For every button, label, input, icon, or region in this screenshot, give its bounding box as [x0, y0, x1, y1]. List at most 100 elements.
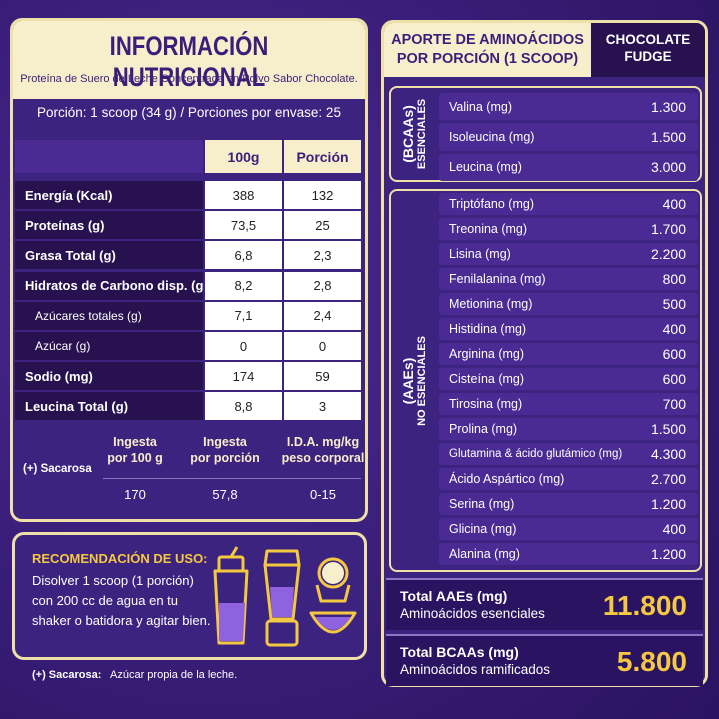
amino-name: Metionina (mg) — [449, 297, 533, 311]
group-name: (AAEs) — [400, 357, 416, 404]
amino-row: Tirosina (mg) 700 — [439, 393, 698, 415]
amino-row: Metionina (mg) 500 — [439, 293, 698, 315]
recommendation-text: Disolver 1 scoop (1 porción) — [32, 573, 194, 588]
recommendation-text: shaker o batidora y agitar bien. — [32, 613, 211, 628]
amino-row: Arginina (mg) 600 — [439, 343, 698, 365]
amino-row: Leucina (mg) 3.000 — [439, 153, 698, 182]
sucrose-header: por 100 g — [107, 451, 163, 465]
amino-name: Serina (mg) — [449, 497, 515, 511]
amino-name: Prolina (mg) — [449, 422, 518, 436]
row-value: 8,2 — [205, 271, 282, 300]
row-value: 132 — [284, 181, 361, 209]
amino-value: 2.200 — [650, 246, 686, 262]
amino-group: (BCAAs) ESENCIALES Valina (mg) 1.300 Isoleuc… — [389, 86, 702, 182]
amino-value: 4.300 — [650, 446, 686, 462]
total-value: 5.800 — [616, 646, 687, 677]
amino-name: Glicina (mg) — [449, 522, 517, 536]
sucrose-value: 0-15 — [309, 487, 337, 502]
row-label: Proteínas (g) — [15, 211, 203, 240]
amino-value: 800 — [662, 271, 686, 287]
flavor: CHOCOLATE — [605, 32, 691, 47]
flavor-box: CHOCOLATE FUDGE — [591, 23, 705, 77]
title: INFORMACIÓN NUTRICIONAL — [109, 31, 269, 92]
row-label: Energía (Kcal) — [15, 181, 203, 209]
sucrose-header: I.D.A. mg/kg — [286, 435, 360, 449]
row-label: Azúcares totales (g) — [15, 301, 203, 330]
amino-row: Serina (mg) 1.200 — [439, 493, 698, 515]
row-value: 73,5 — [205, 211, 282, 240]
amino-value: 3.000 — [650, 159, 686, 176]
row-value: 7,1 — [205, 301, 282, 330]
amino-value: 500 — [662, 296, 686, 312]
amino-value: 400 — [662, 321, 686, 337]
total-label: Total AAEs (mg) — [400, 588, 508, 604]
recommendation-box: RECOMENDACIÓN DE USO: Disolver 1 scoop (1… — [12, 532, 367, 660]
group-label: (BCAAs) ESENCIALES — [400, 99, 428, 169]
sucrose-value: 57,8 — [212, 487, 238, 502]
amino-name: Cisteína (mg) — [449, 372, 525, 386]
footnote-text: Azúcar propia de la leche. — [110, 669, 238, 681]
nutrition-panel: INFORMACIÓN NUTRICIONAL Proteína de Suero… — [10, 18, 368, 522]
amino-value: 1.300 — [650, 98, 686, 115]
sucrose-value: 170 — [124, 487, 146, 502]
row-label: Hidratos de Carbono disp. (g) — [15, 271, 203, 300]
amino-value: 700 — [662, 396, 686, 412]
subtitle: Proteína de Suero de Leche Concentrada e… — [20, 73, 358, 85]
row-value: 2,8 — [284, 271, 361, 300]
row-label: Sodio (mg) — [15, 362, 203, 391]
amino-name: Treonina (mg) — [449, 222, 528, 236]
amino-value: 1.200 — [650, 546, 686, 562]
amino-row: Prolina (mg) 1.500 — [439, 418, 698, 440]
amino-value: 600 — [662, 346, 686, 362]
sucrose-header: Ingesta — [203, 435, 247, 449]
amino-panel: APORTE DE AMINOÁCIDOS POR PORCIÓN (1 SCOO… — [381, 20, 708, 687]
group-label-column: (AAEs) NO ESENCIALES — [391, 191, 437, 570]
sucrose-header: por porción — [190, 451, 260, 465]
row-value: 2,4 — [284, 301, 361, 330]
amino-value: 400 — [662, 196, 686, 212]
amino-row: Ácido Aspártico (mg) 2.700 — [439, 468, 698, 490]
row-value: 3 — [284, 392, 361, 421]
group-label-column: (BCAAs) ESENCIALES — [391, 88, 437, 180]
total-row: Total AAEs (mg) Aminoácidos esenciales 11.… — [386, 578, 703, 630]
amino-name: Histidina (mg) — [449, 322, 527, 336]
amino-title: POR PORCIÓN (1 SCOOP) — [396, 51, 579, 67]
amino-row: Treonina (mg) 1.700 — [439, 218, 698, 240]
total-value: 11.800 — [602, 590, 687, 621]
serving: Porción: 1 scoop (34 g) / Porciones por … — [37, 105, 341, 120]
recommendation-text: con 200 cc de agua en tu — [32, 593, 179, 608]
amino-row: Lisina (mg) 2.200 — [439, 243, 698, 265]
amino-title-box: APORTE DE AMINOÁCIDOS POR PORCIÓN (1 SCOO… — [384, 23, 591, 77]
row-value: 6,8 — [205, 241, 282, 270]
amino-name: Arginina (mg) — [449, 347, 525, 361]
row-label: Azúcar (g) — [15, 332, 203, 360]
sucrose-header: peso corporal — [281, 451, 365, 465]
sucrose-label: (+) Sacarosa — [23, 463, 92, 475]
amino-value: 1.200 — [650, 496, 686, 512]
column-header: Porción — [284, 140, 361, 173]
amino-value: 1.700 — [650, 221, 686, 237]
amino-row: Alanina (mg) 1.200 — [439, 543, 698, 565]
group-sub: NO ESENCIALES — [416, 335, 428, 426]
total-row: Total BCAAs (mg) Aminoácidos ramificados 5… — [386, 634, 703, 686]
amino-row: Glicina (mg) 400 — [439, 518, 698, 540]
row-label: Leucina Total (g) — [15, 392, 203, 421]
amino-row: Histidina (mg) 400 — [439, 318, 698, 340]
row-value: 0 — [205, 332, 282, 360]
amino-name: Tirosina (mg) — [449, 397, 523, 411]
row-value: 59 — [284, 362, 361, 391]
amino-name: Alanina (mg) — [449, 547, 520, 561]
title-box: INFORMACIÓN NUTRICIONAL Proteína de Suero… — [13, 21, 365, 99]
amino-name: Lisina (mg) — [449, 247, 511, 261]
amino-value: 400 — [662, 521, 686, 537]
amino-row: Isoleucina (mg) 1.500 — [439, 123, 698, 151]
group-label: (AAEs) NO ESENCIALES — [400, 336, 428, 426]
total-sub: Aminoácidos ramificados — [400, 662, 551, 677]
amino-row: Glutamina & ácido glutámico (mg) 4.300 — [439, 443, 698, 465]
row-label: Grasa Total (g) — [15, 241, 203, 270]
amino-name: Isoleucina (mg) — [449, 130, 535, 145]
recommendation-title: RECOMENDACIÓN DE USO: — [32, 551, 208, 566]
row-value: 388 — [205, 181, 282, 209]
